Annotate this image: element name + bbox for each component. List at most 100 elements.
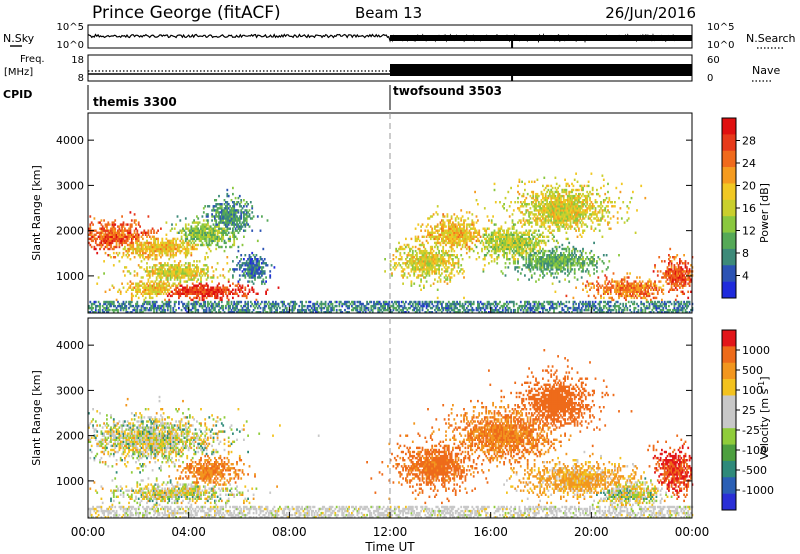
power-cell: [104, 239, 107, 243]
power-cell: [166, 276, 169, 279]
power-cell: [256, 268, 259, 271]
power-cell: [226, 219, 229, 222]
power-cell: [184, 225, 187, 228]
power-cell: [233, 217, 236, 220]
power-cell: [194, 296, 197, 300]
power-cell: [247, 306, 249, 310]
power-cell: [160, 306, 162, 310]
power-cell: [223, 211, 226, 214]
power-cell: [519, 221, 522, 224]
power-cell: [517, 278, 519, 281]
power-cell: [450, 276, 453, 279]
power-cell: [148, 254, 151, 257]
power-cell: [244, 270, 247, 273]
power-cell: [155, 264, 158, 267]
power-cell: [255, 262, 258, 265]
power-cell: [232, 217, 234, 220]
power-cell: [106, 229, 108, 232]
power-cell: [211, 209, 213, 212]
power-cell: [234, 306, 237, 310]
power-cell: [251, 286, 254, 289]
freq-unit-label: [MHz]: [4, 67, 33, 78]
power-cell: [211, 294, 213, 298]
power-cell: [158, 292, 161, 295]
power-cell: [184, 272, 187, 275]
power-cell: [101, 308, 104, 312]
power-cell: [471, 213, 474, 216]
power-cell: [216, 239, 219, 243]
power-cell: [201, 237, 204, 241]
power-cell: [551, 186, 554, 190]
power-cell: [189, 288, 191, 291]
power-cell: [169, 300, 172, 304]
power-cell: [94, 304, 97, 308]
power-cell: [240, 266, 243, 269]
power-cell: [189, 272, 191, 275]
power-cell: [226, 286, 229, 289]
power-cell: [208, 237, 211, 241]
power-cell: [218, 282, 220, 285]
power-cell: [274, 304, 277, 308]
power-cell: [130, 225, 133, 228]
power-cell: [99, 227, 101, 230]
power-cell: [194, 272, 197, 275]
power-cell: [270, 302, 273, 306]
power-cell: [161, 276, 164, 279]
power-cell: [147, 256, 150, 259]
power-cell: [205, 296, 208, 300]
power-cell: [207, 256, 209, 259]
power-cell: [232, 207, 234, 210]
power-cell: [233, 213, 236, 216]
power-cell: [277, 304, 280, 308]
power-cell: [200, 235, 202, 238]
power-cell: [240, 288, 243, 291]
power-cell: [201, 298, 204, 302]
power-cell: [137, 239, 140, 243]
power-cell: [148, 286, 151, 289]
power-cell: [186, 227, 189, 230]
power-cell: [135, 311, 137, 314]
power-cell: [107, 247, 110, 251]
power-cell: [517, 260, 519, 263]
power-cell: [162, 266, 165, 269]
power-cell: [227, 227, 230, 230]
power-cell: [90, 237, 93, 241]
power-cell: [276, 311, 278, 314]
power-cell: [153, 235, 155, 238]
power-cell: [189, 231, 191, 234]
power-cell: [165, 272, 168, 275]
power-cell: [164, 251, 166, 255]
power-cell: [233, 207, 236, 210]
power-cell: [301, 300, 303, 304]
power-cell: [263, 302, 266, 306]
power-cell: [143, 229, 146, 232]
power-cell: [232, 223, 234, 226]
power-cell: [97, 231, 100, 234]
power-cell: [190, 247, 193, 251]
power-cell: [126, 233, 129, 236]
power-cell: [219, 221, 222, 224]
power-cell: [410, 237, 413, 241]
power-cell: [184, 231, 187, 234]
power-cell: [196, 290, 198, 293]
power-cell: [183, 229, 186, 232]
power-cell: [214, 225, 216, 228]
power-cell: [244, 292, 247, 295]
power-cell: [215, 290, 218, 293]
power-cell: [212, 233, 215, 236]
power-cell: [146, 231, 148, 234]
power-cell: [209, 311, 212, 314]
power-cell: [222, 227, 225, 230]
power-cell: [209, 300, 212, 304]
power-cell: [97, 235, 100, 238]
power-cell: [119, 223, 122, 226]
power-cell: [171, 294, 173, 298]
power-cell: [417, 235, 420, 238]
power-cell: [146, 270, 148, 273]
power-cell: [137, 249, 140, 253]
power-cell: [201, 241, 204, 245]
power-cell: [240, 225, 243, 228]
power-cell: [161, 300, 164, 304]
power-cell: [133, 286, 136, 289]
power-cell: [182, 292, 184, 295]
